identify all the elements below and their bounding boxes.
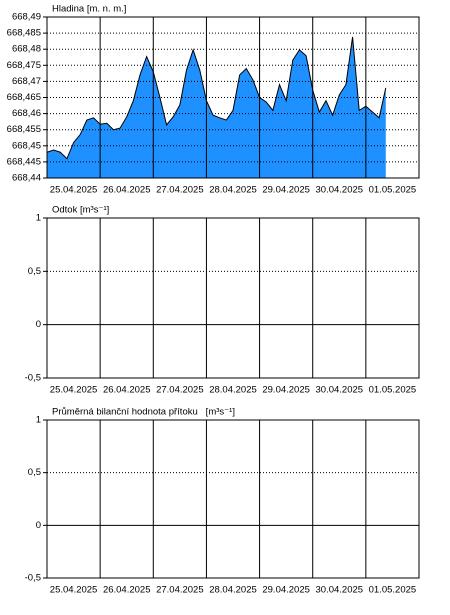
x-tick-label: 01.05.2025 (369, 585, 417, 596)
x-tick-label: 30.04.2025 (316, 585, 364, 596)
y-tick-label: -0,5 (25, 573, 41, 584)
x-tick-label: 25.04.2025 (50, 185, 98, 196)
panel-title: Průměrná bilanční hodnota přítoku [m³s⁻¹… (52, 407, 235, 418)
y-tick-label: 668,445 (7, 156, 41, 167)
panel-title: Hladina [m. n. m.] (52, 4, 126, 15)
plot-frame (46, 16, 420, 179)
x-tick-label: 28.04.2025 (209, 185, 257, 196)
y-tick-label: 668,49 (12, 12, 41, 23)
y-tick-label: 668,45 (12, 140, 41, 151)
x-tick-label: 28.04.2025 (209, 585, 257, 596)
y-tick-label: 0,5 (28, 467, 41, 478)
area-outline (46, 36, 387, 160)
plot-frame (46, 217, 420, 379)
x-tick-label: 29.04.2025 (262, 385, 310, 396)
x-tick-label: 29.04.2025 (262, 185, 310, 196)
y-tick-label: 0,5 (28, 266, 41, 277)
x-tick-label: 27.04.2025 (156, 585, 204, 596)
y-tick-label: 668,475 (7, 60, 41, 71)
x-tick-label: 01.05.2025 (369, 385, 417, 396)
x-tick-label: 25.04.2025 (50, 585, 98, 596)
y-tick-label: 668,465 (7, 92, 41, 103)
y-tick-label: 1 (36, 213, 41, 224)
y-tick-label: 668,47 (12, 76, 41, 87)
x-tick-label: 28.04.2025 (209, 385, 257, 396)
panel-title: Odtok [m³s⁻¹] (52, 205, 109, 216)
x-tick-label: 27.04.2025 (156, 385, 204, 396)
x-tick-label: 25.04.2025 (50, 385, 98, 396)
area (47, 36, 386, 178)
x-tick-label: 01.05.2025 (369, 185, 417, 196)
x-tick-label: 27.04.2025 (156, 185, 204, 196)
y-tick-label: -0,5 (25, 373, 41, 384)
plot-frame (46, 419, 420, 579)
y-tick-label: 1 (36, 415, 41, 426)
x-tick-label: 26.04.2025 (103, 185, 151, 196)
y-tick-label: 668,455 (7, 124, 41, 135)
y-tick-label: 0 (36, 520, 41, 531)
y-tick-label: 668,485 (7, 28, 41, 39)
y-tick-label: 668,46 (12, 108, 41, 119)
y-tick-label: 668,48 (12, 44, 41, 55)
x-tick-label: 30.04.2025 (316, 185, 364, 196)
y-tick-label: 668,44 (12, 173, 41, 184)
x-tick-label: 26.04.2025 (103, 585, 151, 596)
y-tick-label: 0 (36, 319, 41, 330)
x-tick-label: 26.04.2025 (103, 385, 151, 396)
x-tick-label: 30.04.2025 (316, 385, 364, 396)
x-tick-label: 29.04.2025 (262, 585, 310, 596)
